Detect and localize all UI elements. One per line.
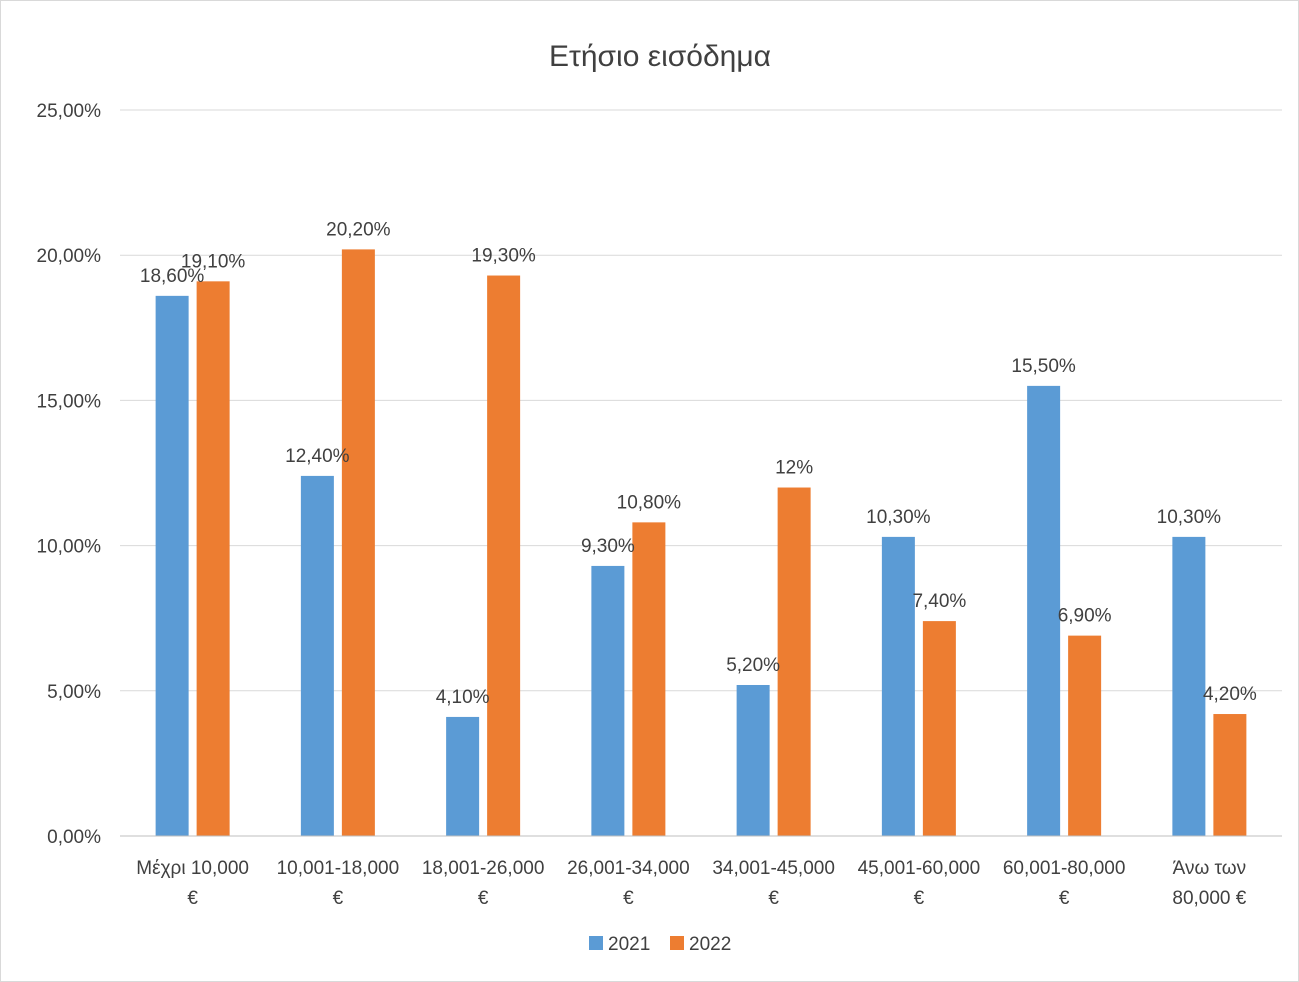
x-tick-label: Μέχρι 10,000	[136, 858, 249, 879]
y-tick-label: 20,00%	[37, 246, 102, 267]
bar-2022	[487, 275, 521, 836]
data-label-2021: 10,30%	[1157, 507, 1222, 528]
data-label-2022: 19,10%	[181, 251, 246, 272]
x-tick-label: €	[623, 888, 634, 909]
data-label-2021: 15,50%	[1011, 356, 1076, 377]
data-label-2022: 7,40%	[912, 591, 966, 612]
bar-2022	[1068, 635, 1102, 836]
bar-2021	[155, 295, 189, 837]
y-tick-label: 5,00%	[47, 682, 101, 703]
data-label-2022: 4,20%	[1203, 684, 1257, 705]
x-tick-label: 45,001-60,000	[858, 858, 981, 879]
bar-2021	[1027, 385, 1061, 836]
chart-title: Ετήσιο εισόδημα	[549, 40, 771, 73]
bar-2022	[777, 487, 811, 836]
x-tick-label: 10,001-18,000	[277, 858, 400, 879]
x-tick-label: 60,001-80,000	[1003, 858, 1126, 879]
y-tick-label: 0,00%	[47, 827, 101, 848]
x-tick-label: Άνω των	[1173, 858, 1247, 879]
data-label-2021: 10,30%	[866, 507, 931, 528]
bar-2022	[341, 249, 375, 837]
bar-2022	[1213, 714, 1247, 836]
data-label-2021: 12,40%	[285, 446, 350, 467]
data-label-2022: 12%	[775, 458, 813, 479]
data-label-2021: 5,20%	[726, 655, 780, 676]
legend-swatch-2021	[589, 936, 603, 950]
bar-2021	[736, 684, 770, 836]
bar-2022	[632, 522, 666, 836]
data-label-2021: 18,60%	[140, 266, 205, 287]
x-tick-label: €	[768, 888, 779, 909]
bar-2021	[300, 475, 334, 836]
bar-2021	[881, 536, 915, 836]
x-tick-label: €	[187, 888, 198, 909]
x-tick-label: €	[333, 888, 344, 909]
bars	[155, 249, 1247, 837]
bar-2021	[1172, 536, 1206, 836]
x-tick-label: 26,001-34,000	[567, 858, 690, 879]
legend-swatch-2022	[670, 936, 684, 950]
data-label-2022: 6,90%	[1058, 606, 1112, 627]
x-axis: Μέχρι 10,000 €10,001-18,000 €18,001-26,000…	[120, 835, 1282, 909]
x-tick-label: €	[1059, 888, 1070, 909]
data-label-2022: 10,80%	[617, 492, 682, 513]
bar-2021	[446, 716, 480, 836]
gridlines	[120, 109, 1282, 837]
x-tick-label: 34,001-45,000	[712, 858, 835, 879]
x-tick-label: €	[914, 888, 925, 909]
x-tick-label: 80,000 €	[1172, 888, 1246, 909]
y-tick-label: 25,00%	[37, 101, 102, 122]
legend-label-2021: 2021	[608, 934, 650, 955]
legend: 2021 2022	[589, 934, 731, 955]
y-tick-label: 10,00%	[37, 537, 102, 558]
bar-2022	[922, 621, 956, 836]
bar-2021	[591, 565, 625, 836]
data-labels: 18,60%19,10% 12,40% 20,20% 4,10% 19,30% 9,30%…	[140, 219, 1257, 708]
legend-label-2022: 2022	[689, 934, 731, 955]
bar-2022	[196, 281, 230, 836]
y-axis: 0,00% 5,00% 10,00% 15,00% 20,00% 25,00%	[37, 101, 102, 848]
y-tick-label: 15,00%	[37, 391, 102, 412]
x-tick-label: €	[478, 888, 489, 909]
x-tick-label: 18,001-26,000	[422, 858, 545, 879]
data-label-2021: 9,30%	[581, 536, 635, 557]
data-label-2021: 4,10%	[436, 687, 490, 708]
data-label-2022: 19,30%	[471, 246, 536, 267]
data-label-2022: 20,20%	[326, 219, 391, 240]
